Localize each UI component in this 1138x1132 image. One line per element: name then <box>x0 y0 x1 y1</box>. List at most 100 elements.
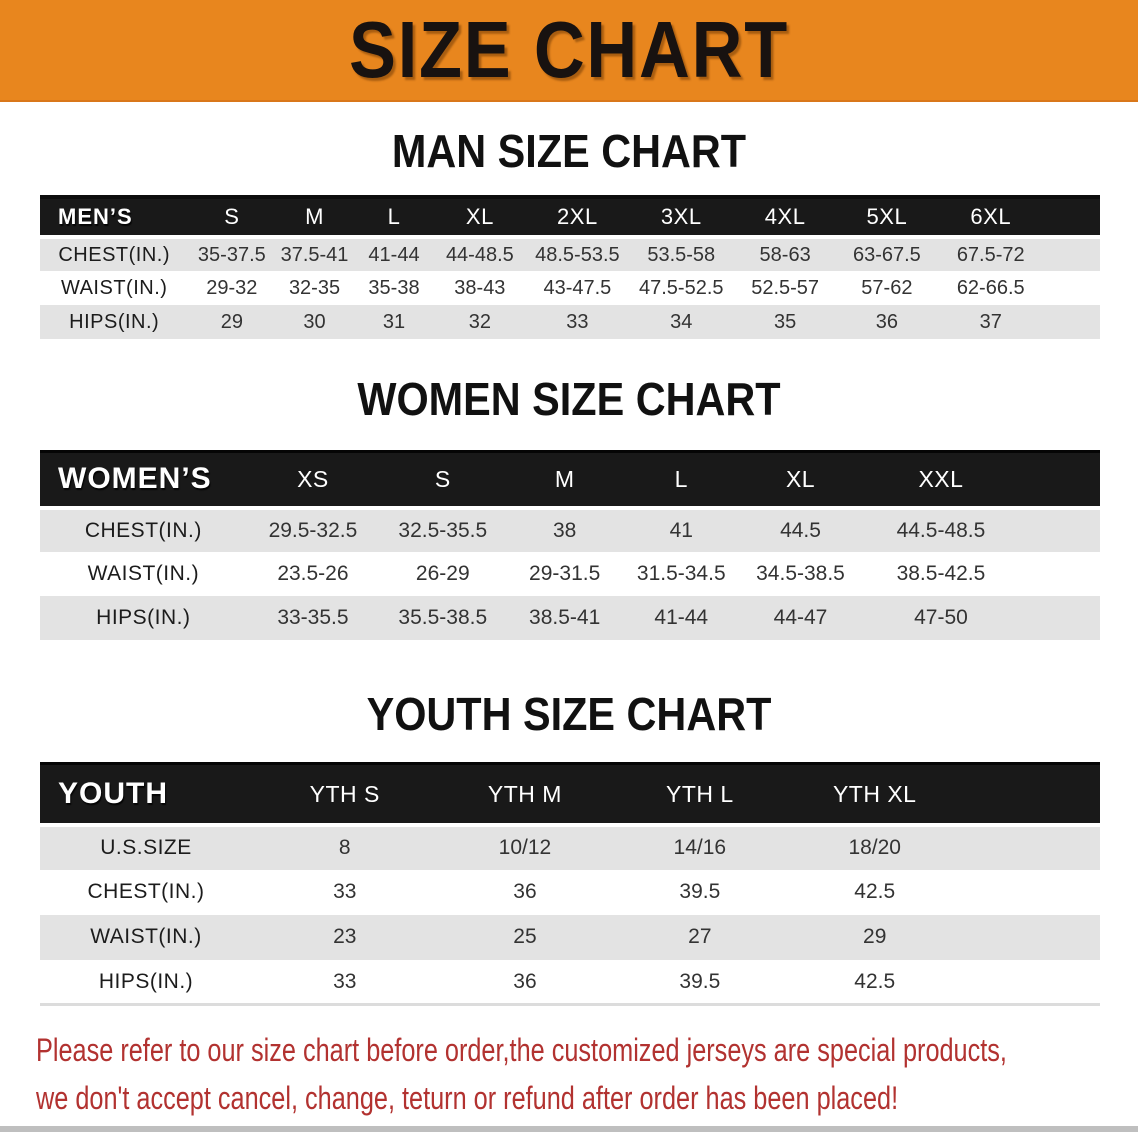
size-value: 25 <box>513 925 537 949</box>
size-value: 32-35 <box>288 276 341 299</box>
measurement-label: CHEST(IN.) <box>87 880 205 904</box>
table-group-label: WOMEN’S <box>58 462 212 496</box>
size-value: 23 <box>333 925 357 949</box>
size-value: 53.5-58 <box>647 243 716 266</box>
row-spacer <box>962 870 1100 915</box>
size-value: 47-50 <box>914 606 968 630</box>
size-column-header: S <box>224 204 240 230</box>
size-column-header: XS <box>297 465 329 492</box>
row-spacer <box>962 960 1100 1005</box>
row-spacer <box>1045 305 1100 339</box>
header-spacer <box>1045 197 1100 237</box>
measurement-row: CHEST(IN.) 29.5-32.5 32.5-35.5 38 41 44.5 44.5… <box>40 508 1100 553</box>
size-column-header: 3XL <box>660 204 702 230</box>
size-value: 33 <box>333 880 357 904</box>
size-value: 33 <box>333 969 357 993</box>
youth-section-title: YOUTH SIZE CHART <box>366 688 772 741</box>
size-column-header: XL <box>785 465 816 492</box>
size-column-header: S <box>434 465 451 492</box>
size-value: 36 <box>513 880 537 904</box>
size-value: 27 <box>688 925 712 949</box>
measurement-label: WAIST(IN.) <box>90 925 202 949</box>
size-column-header: YTH M <box>487 780 562 807</box>
size-column-header: L <box>674 465 688 492</box>
size-value: 38.5-42.5 <box>896 562 986 586</box>
men-size-table: MEN’S S M L XL 2XL 3XL 4XL 5XL 6XL CHEST(IN.) 35-37… <box>40 195 1100 340</box>
measurement-row: WAIST(IN.) 23.5-26 26-29 29-31.5 31.5-34.5 34… <box>40 552 1100 597</box>
size-value: 29 <box>220 310 243 333</box>
size-value: 52.5-57 <box>751 276 820 299</box>
measurement-row: CHEST(IN.) 33 36 39.5 42.5 <box>40 869 1100 915</box>
row-spacer <box>962 825 1100 870</box>
size-value: 39.5 <box>679 969 721 993</box>
size-column-header: XL <box>465 204 494 230</box>
size-value: 32.5-35.5 <box>398 519 488 543</box>
table-group-label: YOUTH <box>58 777 168 811</box>
measurement-label: HIPS(IN.) <box>96 606 191 630</box>
table-header-row: MEN’S S M L XL 2XL 3XL 4XL 5XL 6XL <box>40 197 1100 238</box>
footnote-line-1: Please refer to our size chart before or… <box>36 1032 1007 1069</box>
measurement-row: HIPS(IN.) 33-35.5 35.5-38.5 38.5-41 41-44 44-… <box>40 596 1100 641</box>
row-spacer <box>1020 596 1100 640</box>
measurement-label: CHEST(IN.) <box>84 519 202 543</box>
header-spacer <box>962 764 1100 825</box>
size-value: 41-44 <box>654 606 709 630</box>
size-column-header: YTH S <box>309 780 380 807</box>
size-value: 35-37.5 <box>197 243 266 266</box>
size-value: 42.5 <box>854 880 896 904</box>
size-column-header: YTH XL <box>832 780 917 807</box>
size-value: 30 <box>303 310 326 333</box>
footnote-line-2: we don't accept cancel, change, teturn o… <box>36 1080 899 1117</box>
table-header-row: WOMEN’S XS S M L XL XXL <box>40 451 1100 509</box>
size-value: 34.5-38.5 <box>756 562 845 586</box>
size-value: 44.5-48.5 <box>896 519 986 543</box>
measurement-label: WAIST(IN.) <box>87 562 200 586</box>
size-value: 41 <box>669 519 693 543</box>
measurement-label: CHEST(IN.) <box>58 243 171 266</box>
women-size-table: WOMEN’S XS S M L XL XXL CHEST(IN.) 29.5-32.5 32.5… <box>40 450 1100 641</box>
measurement-row: HIPS(IN.) 33 36 39.5 42.5 <box>40 959 1100 1005</box>
measurement-label: HIPS(IN.) <box>98 969 194 993</box>
size-value: 31 <box>382 310 406 333</box>
youth-size-table: YOUTH YTH S YTH M YTH L YTH XL U.S.SIZE 8 10/12… <box>40 762 1100 1006</box>
size-value: 44-47 <box>773 606 828 630</box>
size-value: 35 <box>774 310 797 333</box>
measurement-label: HIPS(IN.) <box>69 310 160 333</box>
row-spacer <box>1045 237 1100 271</box>
size-column-header: 6XL <box>970 204 1012 230</box>
size-value: 35-38 <box>368 276 420 299</box>
size-value: 29.5-32.5 <box>268 519 358 543</box>
size-value: 18/20 <box>848 836 901 860</box>
measurement-row: U.S.SIZE 8 10/12 14/16 18/20 <box>40 824 1100 870</box>
women-section: WOMEN SIZE CHART WOMEN’S XS S M L XL XXL CHEST(… <box>0 375 1138 641</box>
row-spacer <box>1020 508 1100 552</box>
size-value: 67.5-72 <box>956 243 1025 266</box>
size-value: 26-29 <box>415 562 470 586</box>
size-column-header: M <box>554 465 575 492</box>
size-column-header: 5XL <box>866 204 908 230</box>
size-value: 42.5 <box>854 969 896 993</box>
table-group-label: MEN’S <box>58 204 133 230</box>
size-value: 33 <box>566 310 589 333</box>
size-value: 29-32 <box>206 276 258 299</box>
size-value: 36 <box>875 310 898 333</box>
size-value: 58-63 <box>759 243 811 266</box>
size-value: 38 <box>552 519 577 543</box>
size-value: 29 <box>863 925 887 949</box>
men-section: MAN SIZE CHART MEN’S S M L XL 2XL 3XL 4XL 5XL 6XL… <box>0 127 1138 340</box>
measurement-label: WAIST(IN.) <box>60 276 168 299</box>
size-value: 10/12 <box>498 836 552 860</box>
size-value: 8 <box>338 836 351 860</box>
size-value: 62-66.5 <box>956 276 1025 299</box>
size-value: 32 <box>468 310 491 333</box>
youth-section: YOUTH SIZE CHART YOUTH YTH S YTH M YTH L YTH… <box>0 690 1138 1006</box>
size-column-header: 2XL <box>557 204 598 230</box>
row-spacer <box>1020 552 1100 596</box>
size-column-header: L <box>387 204 401 230</box>
header-spacer <box>1020 451 1100 508</box>
measurement-row: CHEST(IN.) 35-37.5 37.5-41 41-44 44-48.5 48.5… <box>40 237 1100 272</box>
banner-title: SIZE CHART <box>349 5 789 94</box>
footnote: Please refer to our size chart before or… <box>0 1032 1138 1116</box>
size-value: 38-43 <box>454 276 506 299</box>
